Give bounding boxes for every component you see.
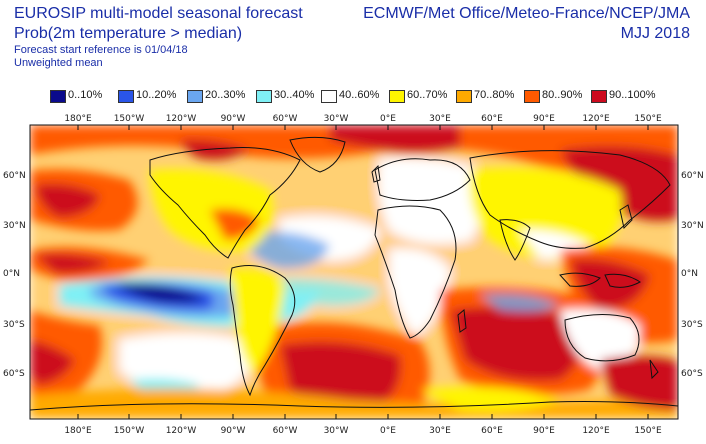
map-frame [29, 124, 679, 420]
forecast-weighting: Unweighted mean [14, 57, 103, 69]
lat-label: 30°N [681, 221, 704, 231]
lat-label: 0°N [681, 269, 698, 279]
forecast-variable: Prob(2m temperature > median) [14, 25, 243, 42]
coastlines [30, 136, 678, 411]
legend-label: 10..20% [136, 89, 177, 101]
lon-label: 0°E [380, 426, 396, 436]
lon-label: 120°W [166, 114, 197, 124]
lon-label: 150°W [114, 426, 145, 436]
lon-label: 60°W [273, 426, 298, 436]
lon-label: 180°E [64, 426, 92, 436]
legend-swatch [591, 90, 607, 103]
longitude-labels-bottom: 180°E 150°W 120°W 90°W 60°W 30°W 0°E 30°… [64, 426, 662, 436]
lon-label: 30°W [324, 426, 349, 436]
lat-label: 0°N [3, 269, 20, 279]
lon-label: 60°W [273, 114, 298, 124]
forecast-title: EUROSIP multi-model seasonal forecast [14, 5, 303, 22]
tick-marks [77, 125, 649, 419]
probability-map: 180°E 150°W 120°W 90°W 60°W 30°W 0°E 30°… [3, 114, 704, 436]
legend-swatch [524, 90, 540, 103]
lat-label: 60°S [681, 369, 703, 379]
legend-label: 0..10% [68, 89, 103, 101]
legend-label: 30..40% [274, 89, 315, 101]
lat-label: 60°N [3, 171, 26, 181]
lon-label: 120°W [166, 426, 197, 436]
lon-label: 60°E [481, 114, 503, 124]
lon-label: 120°E [582, 426, 610, 436]
legend-label: 70..80% [474, 89, 515, 101]
model-centres: ECMWF/Met Office/Meteo-France/NCEP/JMA [363, 5, 690, 22]
lon-label: 0°E [380, 114, 396, 124]
legend-swatch [321, 90, 337, 103]
legend-swatch [256, 90, 272, 103]
lon-label: 90°W [221, 114, 246, 124]
legend-swatch [456, 90, 472, 103]
lon-label: 30°E [429, 114, 451, 124]
lon-label: 30°W [324, 114, 349, 124]
color-legend: 0..10% 10..20% 20..30% 30..40% 40..60% 6… [50, 89, 670, 103]
lon-label: 150°E [634, 114, 662, 124]
lon-label: 120°E [582, 114, 610, 124]
title-block-right: ECMWF/Met Office/Meteo-France/NCEP/JMA M… [330, 4, 690, 44]
legend-label: 60..70% [407, 89, 448, 101]
longitude-labels-top: 180°E 150°W 120°W 90°W 60°W 30°W 0°E 30°… [64, 114, 662, 124]
lon-label: 150°E [634, 426, 662, 436]
lat-label: 30°S [3, 320, 25, 330]
lat-label: 60°S [3, 369, 25, 379]
lon-label: 150°W [114, 114, 145, 124]
lon-label: 90°E [533, 114, 555, 124]
map-panel: 180°E 150°W 120°W 90°W 60°W 30°W 0°E 30°… [0, 110, 706, 439]
legend-swatch [118, 90, 134, 103]
lon-label: 30°E [429, 426, 451, 436]
forecast-start-reference: Forecast start reference is 01/04/18 [14, 44, 188, 56]
lon-label: 60°E [481, 426, 503, 436]
probability-field [30, 125, 678, 419]
legend-swatch [50, 90, 66, 103]
latitude-labels-right: 60°N 30°N 0°N 30°S 60°S [681, 171, 704, 379]
legend-swatch [389, 90, 405, 103]
legend-label: 90..100% [609, 89, 656, 101]
lat-label: 30°S [681, 320, 703, 330]
legend-swatch [187, 90, 203, 103]
legend-label: 40..60% [339, 89, 380, 101]
lon-label: 90°W [221, 426, 246, 436]
title-block-left: EUROSIP multi-model seasonal forecast Pr… [14, 4, 354, 70]
lat-label: 30°N [3, 221, 26, 231]
latitude-labels-left: 60°N 30°N 0°N 30°S 60°S [3, 171, 26, 379]
lon-label: 90°E [533, 426, 555, 436]
forecast-period: MJJ 2018 [620, 25, 690, 42]
legend-label: 20..30% [205, 89, 246, 101]
lat-label: 60°N [681, 171, 704, 181]
lon-label: 180°E [64, 114, 92, 124]
legend-label: 80..90% [542, 89, 583, 101]
